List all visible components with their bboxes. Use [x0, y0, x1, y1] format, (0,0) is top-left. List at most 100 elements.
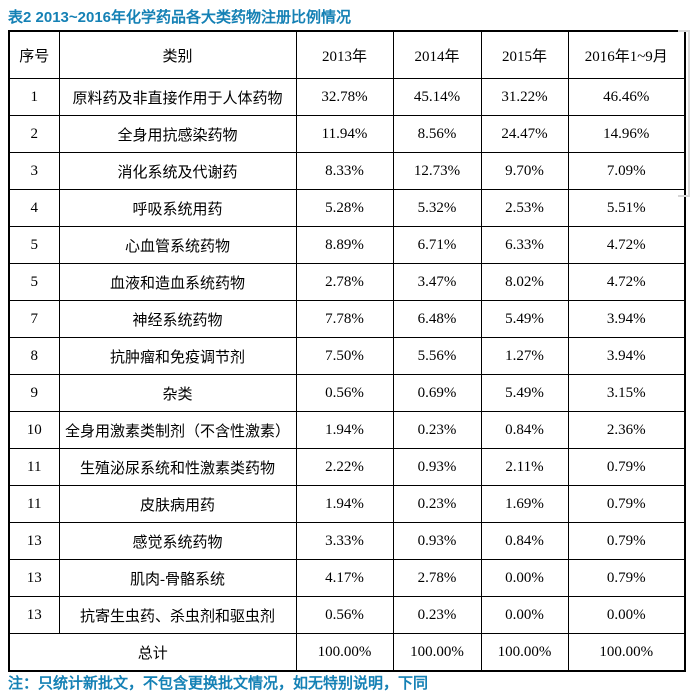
percent-cell: 7.09% — [567, 152, 686, 190]
table-row: 2 全身用抗感染药物 11.94% 8.56% 24.47% 14.96% — [8, 115, 686, 153]
percent-cell: 4.17% — [295, 559, 394, 597]
percent-cell: 3.15% — [567, 374, 686, 412]
row-number-cell: 5 — [8, 226, 60, 264]
percent-cell: 0.84% — [480, 411, 569, 449]
percent-cell: 2.53% — [480, 189, 569, 227]
percent-cell: 0.00% — [567, 596, 686, 634]
column-header: 2013年 — [295, 30, 394, 79]
column-header: 2014年 — [392, 30, 482, 79]
table-row: 3 消化系统及代谢药 8.33% 12.73% 9.70% 7.09% — [8, 152, 686, 190]
category-cell: 生殖泌尿系统和性激素类药物 — [58, 448, 297, 486]
percent-cell: 8.56% — [392, 115, 482, 153]
percent-cell: 5.28% — [295, 189, 394, 227]
table-row: 10 全身用激素类制剂（不含性激素） 1.94% 0.23% 0.84% 2.36% — [8, 411, 686, 449]
percent-cell: 2.78% — [392, 559, 482, 597]
percent-cell: 2.22% — [295, 448, 394, 486]
table-title: 表2 2013~2016年化学药品各大类药物注册比例情况 — [8, 9, 352, 26]
percent-cell: 0.23% — [392, 411, 482, 449]
registration-ratio-table: 序号 类别 2013年 2014年 2015年 2016年1~9月 1 原料药及非直接作用于… — [8, 30, 686, 672]
total-label-cell: 总计 — [8, 633, 297, 672]
percent-cell: 0.56% — [295, 374, 394, 412]
percent-cell: 6.48% — [392, 300, 482, 338]
total-percent-cell: 100.00% — [392, 633, 482, 672]
total-row: 总计 100.00% 100.00% 100.00% 100.00% — [8, 633, 686, 672]
percent-cell: 24.47% — [480, 115, 569, 153]
percent-cell: 14.96% — [567, 115, 686, 153]
table-row: 13 抗寄生虫药、杀虫剂和驱虫剂 0.56% 0.23% 0.00% 0.00% — [8, 596, 686, 634]
percent-cell: 5.49% — [480, 300, 569, 338]
percent-cell: 3.47% — [392, 263, 482, 301]
row-number-cell: 10 — [8, 411, 60, 449]
table-row: 13 肌肉-骨骼系统 4.17% 2.78% 0.00% 0.79% — [8, 559, 686, 597]
table-row: 9 杂类 0.56% 0.69% 5.49% 3.15% — [8, 374, 686, 412]
percent-cell: 0.93% — [392, 448, 482, 486]
percent-cell: 46.46% — [567, 78, 686, 116]
percent-cell: 9.70% — [480, 152, 569, 190]
category-cell: 全身用激素类制剂（不含性激素） — [58, 411, 297, 449]
right-margin-bracket — [678, 30, 690, 197]
total-percent-cell: 100.00% — [295, 633, 394, 672]
table-row: 13 感觉系统药物 3.33% 0.93% 0.84% 0.79% — [8, 522, 686, 560]
percent-cell: 0.00% — [480, 596, 569, 634]
percent-cell: 4.72% — [567, 226, 686, 264]
percent-cell: 7.78% — [295, 300, 394, 338]
column-header: 类别 — [58, 30, 297, 79]
percent-cell: 1.27% — [480, 337, 569, 375]
category-cell: 全身用抗感染药物 — [58, 115, 297, 153]
category-cell: 杂类 — [58, 374, 297, 412]
row-number-cell: 5 — [8, 263, 60, 301]
percent-cell: 12.73% — [392, 152, 482, 190]
percent-cell: 3.94% — [567, 337, 686, 375]
percent-cell: 5.49% — [480, 374, 569, 412]
percent-cell: 0.79% — [567, 485, 686, 523]
table-row: 1 原料药及非直接作用于人体药物 32.78% 45.14% 31.22% 46.46% — [8, 78, 686, 116]
row-number-cell: 9 — [8, 374, 60, 412]
row-number-cell: 1 — [8, 78, 60, 116]
table-row: 11 生殖泌尿系统和性激素类药物 2.22% 0.93% 2.11% 0.79% — [8, 448, 686, 486]
percent-cell: 5.32% — [392, 189, 482, 227]
table-row: 11 皮肤病用药 1.94% 0.23% 1.69% 0.79% — [8, 485, 686, 523]
category-cell: 呼吸系统用药 — [58, 189, 297, 227]
category-cell: 肌肉-骨骼系统 — [58, 559, 297, 597]
table-header-row: 序号 类别 2013年 2014年 2015年 2016年1~9月 — [8, 30, 686, 79]
percent-cell: 0.23% — [392, 596, 482, 634]
percent-cell: 31.22% — [480, 78, 569, 116]
percent-cell: 0.93% — [392, 522, 482, 560]
category-cell: 感觉系统药物 — [58, 522, 297, 560]
column-header: 2016年1~9月 — [567, 30, 686, 79]
percent-cell: 2.78% — [295, 263, 394, 301]
row-number-cell: 13 — [8, 596, 60, 634]
footnote: 注：只统计新批文，不包含更换批文情况，如无特别说明，下同 — [8, 675, 429, 692]
percent-cell: 5.51% — [567, 189, 686, 227]
percent-cell: 8.02% — [480, 263, 569, 301]
row-number-cell: 13 — [8, 559, 60, 597]
category-cell: 血液和造血系统药物 — [58, 263, 297, 301]
table-body: 1 原料药及非直接作用于人体药物 32.78% 45.14% 31.22% 46.46% 2… — [8, 78, 686, 672]
table-row: 5 血液和造血系统药物 2.78% 3.47% 8.02% 4.72% — [8, 263, 686, 301]
category-cell: 消化系统及代谢药 — [58, 152, 297, 190]
percent-cell: 11.94% — [295, 115, 394, 153]
percent-cell: 45.14% — [392, 78, 482, 116]
percent-cell: 0.79% — [567, 522, 686, 560]
percent-cell: 8.33% — [295, 152, 394, 190]
percent-cell: 0.79% — [567, 448, 686, 486]
row-number-cell: 8 — [8, 337, 60, 375]
category-cell: 皮肤病用药 — [58, 485, 297, 523]
category-cell: 原料药及非直接作用于人体药物 — [58, 78, 297, 116]
percent-cell: 1.94% — [295, 485, 394, 523]
percent-cell: 3.94% — [567, 300, 686, 338]
percent-cell: 0.56% — [295, 596, 394, 634]
percent-cell: 2.36% — [567, 411, 686, 449]
category-cell: 心血管系统药物 — [58, 226, 297, 264]
percent-cell: 5.56% — [392, 337, 482, 375]
percent-cell: 0.79% — [567, 559, 686, 597]
row-number-cell: 11 — [8, 448, 60, 486]
total-percent-cell: 100.00% — [480, 633, 569, 672]
percent-cell: 0.84% — [480, 522, 569, 560]
row-number-cell: 4 — [8, 189, 60, 227]
percent-cell: 0.69% — [392, 374, 482, 412]
category-cell: 抗肿瘤和免疫调节剂 — [58, 337, 297, 375]
table-row: 8 抗肿瘤和免疫调节剂 7.50% 5.56% 1.27% 3.94% — [8, 337, 686, 375]
row-number-cell: 3 — [8, 152, 60, 190]
